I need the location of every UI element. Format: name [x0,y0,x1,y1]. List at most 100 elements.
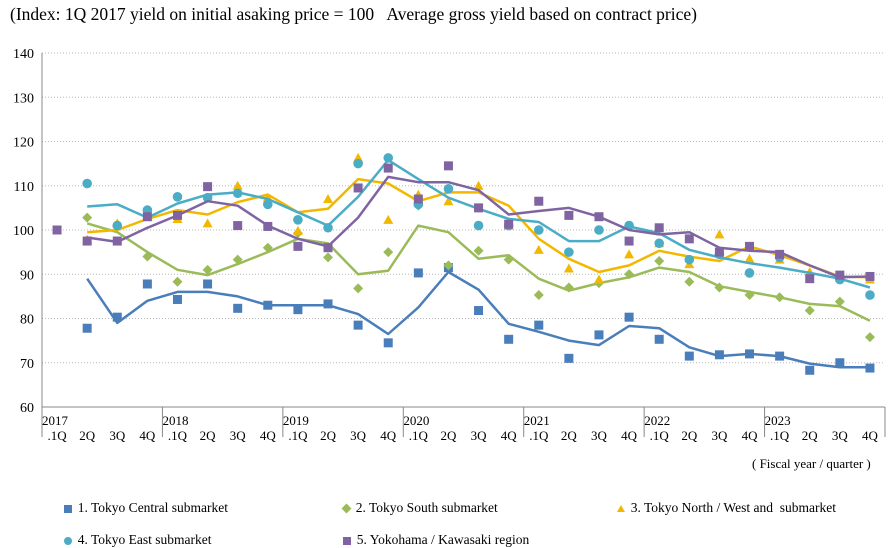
series-4-point [383,153,394,163]
x-tick-label-quarter: 3Q [711,428,728,443]
series-1 [82,263,875,375]
series-5-point [172,210,182,220]
x-tick-label-quarter: .1Q [168,428,188,443]
series-3-point [744,253,755,263]
series-3-point [323,194,334,204]
x-tick-label-quarter: 3Q [109,428,126,443]
series-1-trend-line [86,270,870,369]
series-4-point [654,238,664,249]
series-1-point [594,330,604,340]
series-2-point [624,269,635,280]
series-layer [52,152,875,375]
series-2-point [654,255,665,266]
series-3-point [232,180,243,190]
gridlines [42,52,885,364]
series-3-point [443,196,454,206]
series-5-point [82,236,92,246]
series-5-point [323,243,333,253]
axes: 60 70 80 90 100 110 120 130 140 .1Q 2Q 3Q 4Q .1Q 2Q 3Q 4… [13,47,886,443]
series-4-point [744,268,755,278]
series-5-point [805,274,815,284]
x-tick-label-quarter: 4Q [139,428,156,443]
series-3-point [593,274,604,284]
legend-item-tokyo-east: 4. Tokyo East submarket [57,516,212,548]
x-tick-label-quarter: 3Q [591,428,608,443]
series-1-point [353,320,363,330]
series-5-point [714,247,724,257]
x-tick-label-year-2021: 2021 [524,413,550,428]
series-3-point [563,263,574,273]
x-axis-unit-label: ( Fiscal year / quarter ) [752,456,871,471]
y-tick-label-130: 130 [13,91,34,106]
series-5-point [112,236,122,246]
legend-item-yokohama-kawasaki: 5. Yokohama / Kawasaki region [336,516,529,548]
series-3-point [292,225,303,235]
series-1-point [654,334,664,344]
y-tick-label-70: 70 [20,357,34,372]
series-4-point [684,254,695,265]
x-tick-label-quarter: 4Q [380,428,397,443]
legend-item-tokyo-central: 1. Tokyo Central submarket [57,484,228,516]
series-4-point [594,225,604,235]
series-2-point [82,212,93,223]
series-4-point [323,222,333,233]
y-tick-label-100: 100 [13,224,34,239]
series-4-point [172,192,183,202]
series-1-point [383,338,393,348]
series-1-point [233,303,243,313]
series-2-point [774,292,785,303]
series-1-point [142,279,152,289]
legend-label: 1. Tokyo Central submarket [77,500,229,515]
x-tick-label-quarter: 4Q [501,428,518,443]
series-4-point [533,225,544,235]
series-4-point [263,199,273,210]
x-tick-label-quarter: 2Q [561,428,578,443]
series-1-point [323,299,333,309]
x-tick-label-quarter: 4Q [862,428,879,443]
legend-label: 2. Tokyo South submarket [355,500,498,515]
series-5-point [413,194,423,204]
series-4-point [232,188,243,199]
x-tick-label-quarter: 4Q [260,428,277,443]
x-tick-label-quarter: 4Q [742,428,759,443]
series-1-point [745,349,755,359]
series-1-point [203,279,213,289]
series-5-point [142,212,152,222]
series-5-point [624,236,634,246]
series-2-trend-line [86,222,871,322]
x-tick-label-quarter: .1Q [409,428,429,443]
series-4-point [564,247,574,257]
series-1-point [293,305,303,315]
legend-item-tokyo-south: 2. Tokyo South submarket [336,484,498,516]
series-5-point [353,183,363,193]
series-1-point [534,320,544,330]
series-4-point [353,158,363,169]
x-tick-label-quarter: .1Q [650,428,670,443]
x-tick-label-year-2020: 2020 [403,413,429,428]
series-1-point [112,312,122,322]
series-1-point [835,358,845,368]
y-tick-label-80: 80 [20,313,34,328]
series-5-trend-line [87,175,870,279]
x-tick-label-quarter: .1Q [770,428,790,443]
series-2-point [353,283,364,294]
series-3-point [533,244,544,254]
series-3-point [383,214,394,224]
series-1-point [775,351,785,361]
series-5-point [443,161,453,171]
series-5-point [504,219,514,229]
series-5-point [293,241,303,251]
series-2-point [533,290,544,301]
legend-marker-square-icon [342,536,351,545]
series-1-point [865,363,875,373]
series-2-point [142,251,153,262]
series-4-point [112,220,123,231]
series-5-point [383,163,393,173]
series-4-point [865,290,875,300]
series-5-point [474,203,484,213]
y-tick-label-140: 140 [13,47,34,62]
x-tick-label-year-2018: 2018 [162,413,188,428]
series-1-point [564,353,574,363]
series-5-point [564,210,574,220]
series-1-point [684,351,694,361]
